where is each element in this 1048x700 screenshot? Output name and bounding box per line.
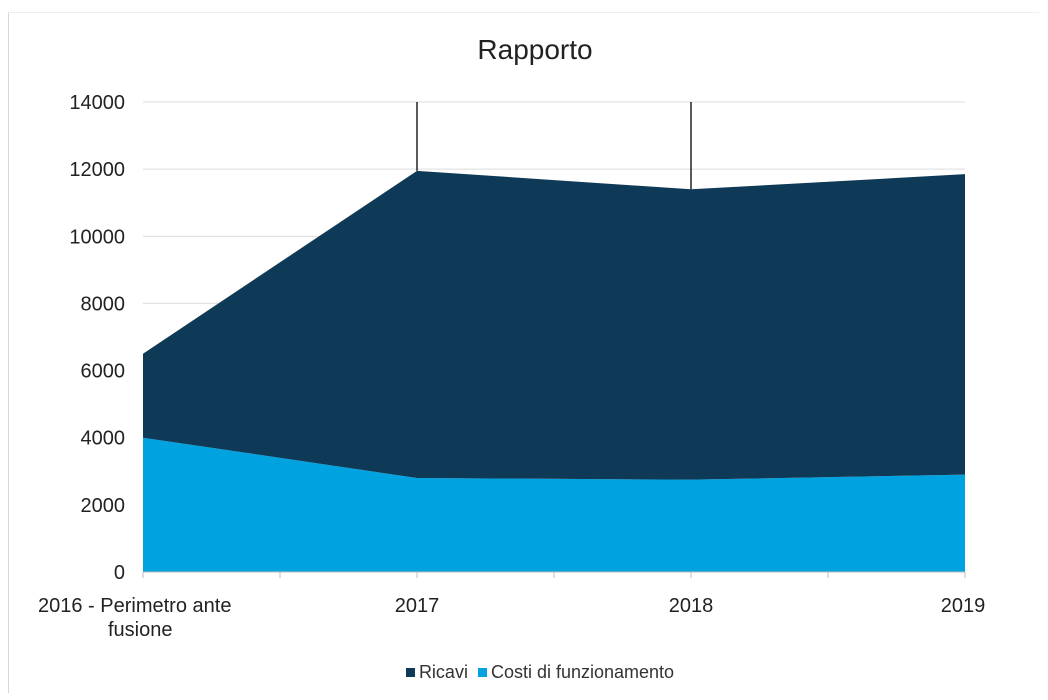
x-tick-label-line: 2018 [669,595,714,617]
x-tick-label-line: 2017 [395,595,440,617]
y-tick-label-4000: 4000 [81,428,126,450]
y-tick-label-8000: 8000 [81,293,126,315]
y-tick-label-14000: 14000 [69,92,125,114]
area-ricavi [143,170,965,480]
legend-swatch-costi [477,668,487,677]
x-tick-labels: 2016 - Perimetro ante fusione 2017 2018 2019 [38,595,985,641]
legend-label-costi: Costi di funzionamento [490,662,675,682]
chart-frame [8,12,1039,693]
legend-swatch-ricavi [405,668,415,677]
legend-item-costi: Costi di funzionamento [477,662,675,683]
x-tick-label-line: fusione [108,619,173,641]
x-tick-label-0: 2016 - Perimetro ante fusione [38,595,231,641]
legend-label-ricavi: Ricavi [418,662,468,682]
x-tick-label-line: 2019 [941,595,986,617]
axis-layer [142,102,966,578]
x-tick-label-2: 2018 [669,595,714,617]
x-tick-label-line: 2016 - Perimetro ante [38,595,231,617]
area-layer [143,170,965,572]
area-costi-di-funzionamento [143,437,965,572]
y-tick-label-0: 0 [114,562,125,584]
x-tick-label-1: 2017 [395,595,440,617]
y-tick-label-12000: 12000 [69,159,125,181]
legend-item-ricavi: Ricavi [405,662,468,683]
chart-title: Rapporto [477,34,593,65]
legend: Ricavi Costi di funzionamento [0,662,1048,683]
x-tick-label-3: 2019 [941,595,986,617]
y-tick-label-2000: 2000 [81,495,126,517]
y-tick-label-6000: 6000 [81,361,126,383]
y-tick-label-10000: 10000 [69,226,125,248]
y-tick-labels: 0 2000 4000 6000 8000 10000 12000 14000 [69,92,125,584]
